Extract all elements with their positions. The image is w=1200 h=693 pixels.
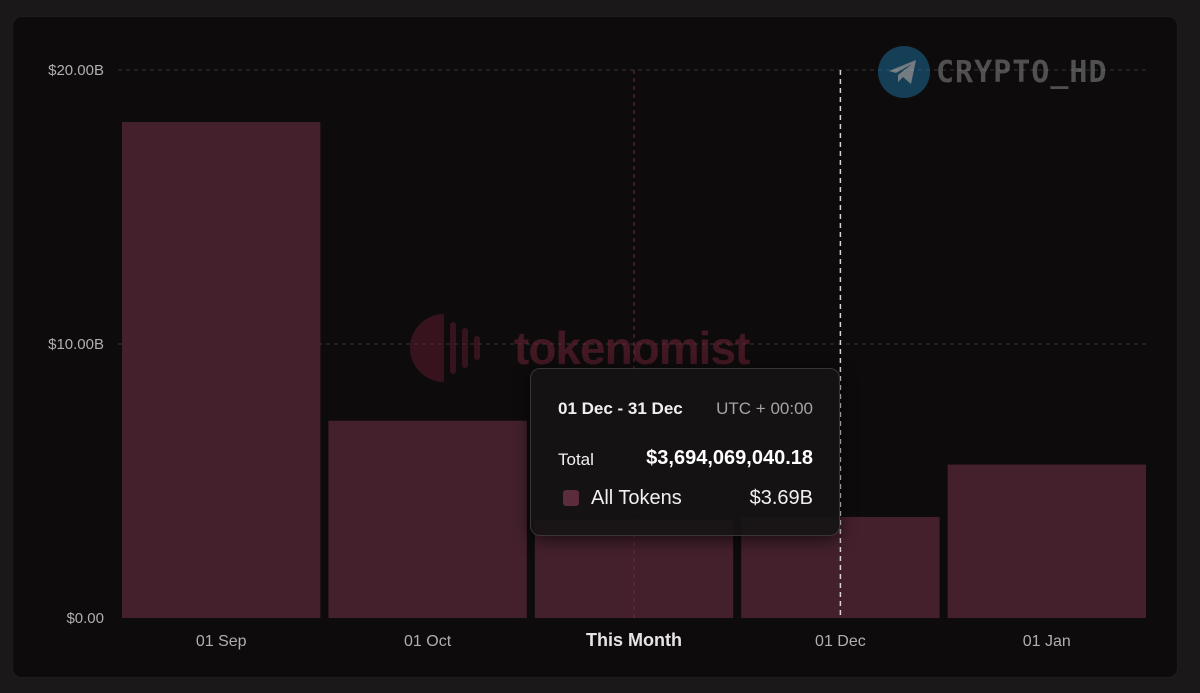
x-tick-label: 01 Dec: [815, 633, 866, 650]
x-tick-label: 01 Oct: [404, 633, 452, 650]
tokenomist-watermark: tokenomist: [408, 308, 750, 388]
y-tick-label: $20.00B: [48, 62, 104, 79]
crypto-hd-watermark-text: CRYPTO_HD: [936, 54, 1108, 90]
tooltip-date-range: 01 Dec - 31 Dec: [558, 399, 683, 418]
bar: [947, 464, 1146, 618]
tokenomist-logo-icon: [410, 314, 480, 382]
tooltip-timezone: UTC + 00:00: [716, 399, 813, 418]
tooltip-series-value: $3.69B: [749, 487, 813, 509]
tooltip-total-label: Total: [558, 450, 594, 469]
bar: [122, 122, 321, 618]
tokenomist-watermark-text: tokenomist: [514, 322, 750, 374]
y-tick-label: $0.00: [66, 610, 104, 627]
tooltip-series-swatch: [563, 490, 579, 506]
x-tick-label: This Month: [586, 630, 682, 650]
tooltip-series-name: All Tokens: [591, 487, 682, 509]
x-tick-label: 01 Jan: [1023, 633, 1071, 650]
crypto-hd-watermark: CRYPTO_HD: [876, 44, 1108, 100]
bar: [328, 420, 527, 618]
chart-tooltip: 01 Dec - 31 Dec UTC + 00:00 Total $3,694…: [530, 368, 840, 536]
telegram-icon: [878, 46, 930, 98]
x-tick-label: 01 Sep: [196, 633, 247, 650]
tooltip-total-value: $3,694,069,040.18: [646, 447, 813, 469]
y-tick-label: $10.00B: [48, 336, 104, 353]
